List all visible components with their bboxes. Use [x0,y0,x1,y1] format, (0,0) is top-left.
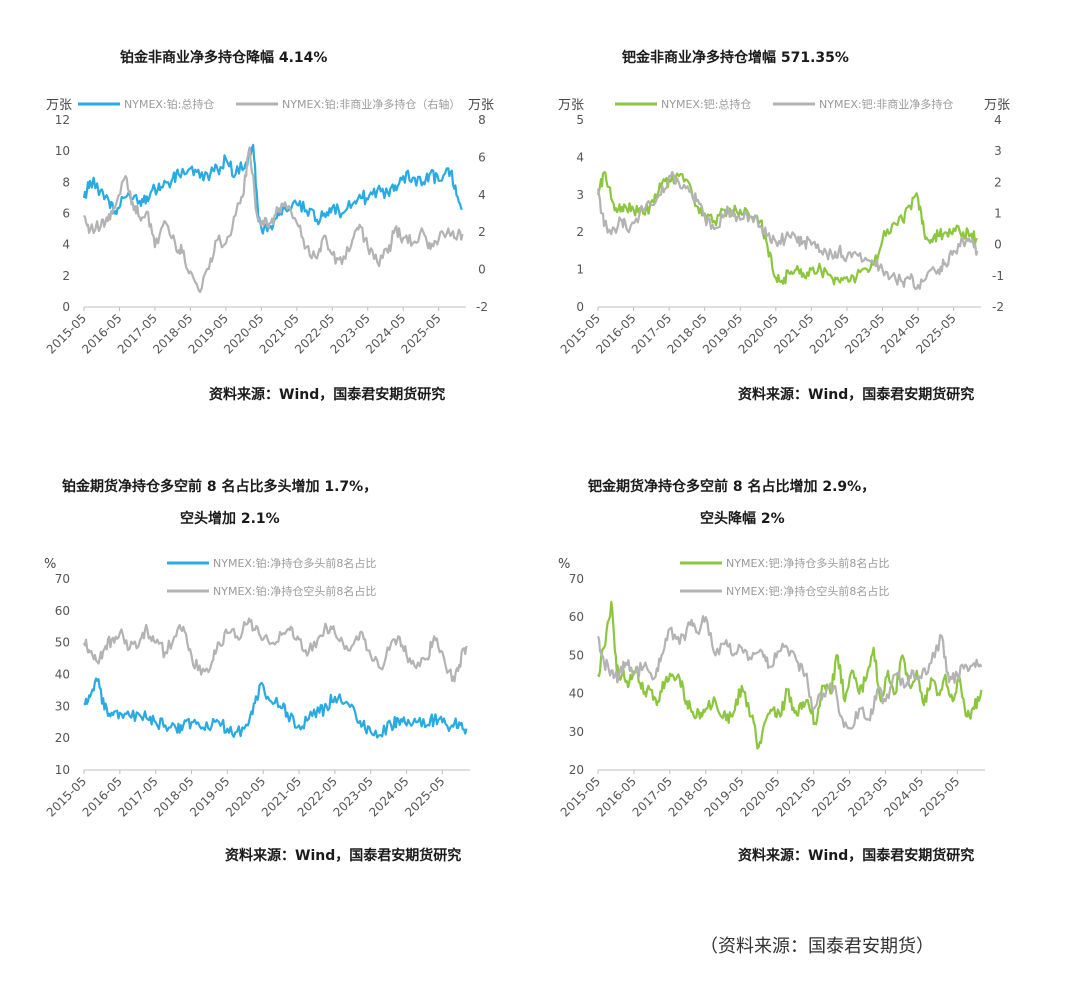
y-tick-left: 4 [62,238,70,252]
y-tick-left: 70 [55,572,70,586]
series-line-1 [82,617,468,683]
chart-title-line1: 钯金期货净持仓多空前 8 名占比增加 2.9%， [588,479,876,495]
chart-panel-platinum-net-long: 铂金非商业净多持仓降幅 4.14% 万张 万张 0 2 4 6 8 10 12 -2 0 2 4 6 8 20… [0,0,540,420]
y-tick-left: 0 [576,300,584,314]
y-axis-unit-left: 万张 [558,98,584,113]
y-axis-unit-left: 万张 [46,98,72,113]
chart-title: 铂金非商业净多持仓降幅 4.14% [120,50,328,66]
chart-panel-platinum-top8: 铂金期货净持仓多空前 8 名占比多头增加 1.7%， 空头增加 2.1% % 10… [0,0,540,900]
chart-svg: %102030405060702015-052016-052017-052018… [44,556,470,820]
footer-source: （资料来源：国泰君安期货） [700,936,934,957]
legend-label-1: NYMEX:铂:净持仓空头前8名占比 [213,584,376,598]
chart-source: 资料来源：Wind，国泰君安期货研究 [738,387,975,403]
y-tick-left: 1 [576,263,584,277]
y-tick-right: 0 [994,238,1002,252]
chart-source: 资料来源：Wind，国泰君安期货研究 [209,387,446,403]
chart-panel-palladium-net-long: 钯金非商业净多持仓增幅 571.35% 万张 万张 0 1 2 3 4 5 -2 -1 0 1 2 3 4 2… [0,0,1080,420]
y-tick-left: 60 [55,604,70,618]
legend-label-0: NYMEX:钯:净持仓多头前8名占比 [726,556,889,570]
y-tick-right: 2 [478,225,486,239]
y-tick-right: 4 [478,188,486,202]
chart-title-line2: 空头增加 2.1% [180,511,280,527]
y-tick-left: 20 [569,763,584,777]
y-tick-left: 2 [576,225,584,239]
series-line-1 [596,170,979,290]
series-line-0 [83,677,468,739]
y-tick-left: 8 [62,175,70,189]
y-tick-right: 6 [478,150,486,164]
series-line-0 [82,143,463,235]
y-axis-unit-right: 万张 [984,98,1010,113]
y-axis-unit-right: 万张 [468,98,494,113]
legend-label-0: NYMEX:钯:总持仓 [661,97,751,111]
y-tick-right: 3 [994,144,1002,158]
y-axis-unit-left: % [44,557,56,572]
y-tick-left: 30 [569,725,584,739]
y-tick-left: 4 [576,150,584,164]
y-tick-left: 20 [55,731,70,745]
legend-label-1: NYMEX:钯:非商业净多持仓 [819,97,953,111]
chart-svg: 万张 万张012345-2-1012342015-052016-052017-05… [558,97,1010,357]
y-tick-left: 0 [62,300,70,314]
chart-title-line1: 铂金期货净持仓多空前 8 名占比多头增加 1.7%， [62,479,378,495]
y-tick-right: 2 [994,175,1002,189]
y-tick-right: 4 [994,113,1002,127]
y-tick-left: 12 [55,113,70,127]
y-tick-right: 1 [994,207,1002,221]
y-tick-right: -1 [992,269,1004,283]
y-axis-unit-left: % [558,557,570,572]
y-tick-right: -2 [476,300,488,314]
y-tick-left: 50 [569,648,584,662]
chart-source: 资料来源：Wind，国泰君安期货研究 [738,848,975,864]
legend-label-0: NYMEX:铂:净持仓多头前8名占比 [213,556,376,570]
y-tick-left: 60 [569,610,584,624]
y-tick-right: 0 [478,263,486,277]
legend-label-1: NYMEX:钯:净持仓空头前8名占比 [726,584,889,598]
y-tick-left: 50 [55,636,70,650]
chart-svg: %2030405060702015-052016-052017-052018-0… [558,556,985,820]
series-line-1 [83,147,464,294]
series-line-1 [596,615,983,730]
y-tick-left: 40 [569,687,584,701]
y-tick-right: -2 [992,300,1004,314]
y-tick-left: 6 [62,207,70,221]
y-tick-left: 10 [55,763,70,777]
chart-svg: 万张 万张024681012-2024682015-052016-052017-0… [44,97,494,357]
x-tick-label: 2025-05 [917,774,962,819]
chart-panel-palladium-top8: 钯金期货净持仓多空前 8 名占比增加 2.9%， 空头降幅 2% % 20 30 40… [558,479,985,864]
legend-label-1: NYMEX:铂:非商业净多持仓（右轴） [282,97,460,111]
y-tick-right: 8 [478,113,486,127]
series-line-0 [596,171,978,286]
y-tick-left: 40 [55,668,70,682]
y-tick-left: 3 [576,188,584,202]
legend-label-0: NYMEX:铂:总持仓 [124,97,214,111]
chart-source: 资料来源：Wind，国泰君安期货研究 [225,848,462,864]
y-tick-left: 30 [55,699,70,713]
y-tick-left: 10 [55,144,70,158]
y-tick-left: 70 [569,572,584,586]
y-tick-left: 5 [576,113,584,127]
chart-title-line2: 空头降幅 2% [700,511,785,527]
y-tick-left: 2 [62,269,70,283]
chart-title: 钯金非商业净多持仓增幅 571.35% [622,50,849,66]
